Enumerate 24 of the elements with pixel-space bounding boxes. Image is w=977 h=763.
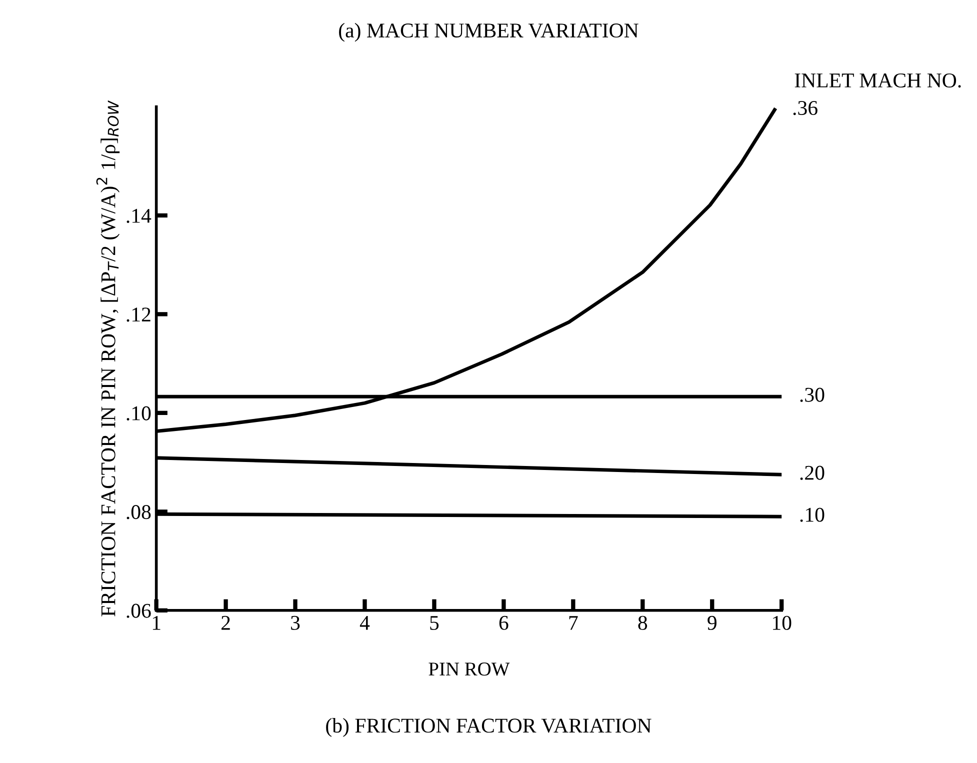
series-label: .36 (793, 100, 818, 116)
x-tick-label: 8 (638, 616, 648, 630)
y-tick-label: .14 (126, 208, 152, 223)
y-tick-label: .08 (126, 505, 151, 520)
y-tick-label: .10 (126, 406, 151, 420)
x-tick-label: 9 (708, 616, 716, 630)
x-tick-label: 10 (773, 616, 792, 630)
x-axis-title: PIN ROW (428, 662, 510, 676)
x-tick-label: 4 (360, 616, 370, 630)
y-tick-label: .12 (126, 308, 150, 322)
x-tick-label: 3 (291, 616, 300, 630)
x-tick-label: 7 (569, 616, 578, 630)
x-tick-label: 6 (499, 616, 508, 630)
series-label: .20 (800, 466, 824, 480)
text: (a) MACH NUMBER VARIATION (339, 22, 638, 42)
series-label: .30 (800, 388, 824, 402)
x-tick-label: 2 (222, 616, 230, 630)
y-axis-title: FRICTION FACTOR IN PIN ROW, [ΔP$_{T}$/2 (W/A)$^{2}$ 1/ρ]$_{ROW}$ (96, 100, 120, 616)
series-label: .10 (800, 508, 824, 522)
x-tick-label: 5 (430, 616, 439, 630)
x-tick-label: 1 (152, 616, 160, 630)
legend-title: INLET MACH NO. (794, 73, 961, 88)
y-tick-label: .06 (126, 604, 151, 618)
text: (b) FRICTION FACTOR VARIATION (326, 718, 652, 737)
